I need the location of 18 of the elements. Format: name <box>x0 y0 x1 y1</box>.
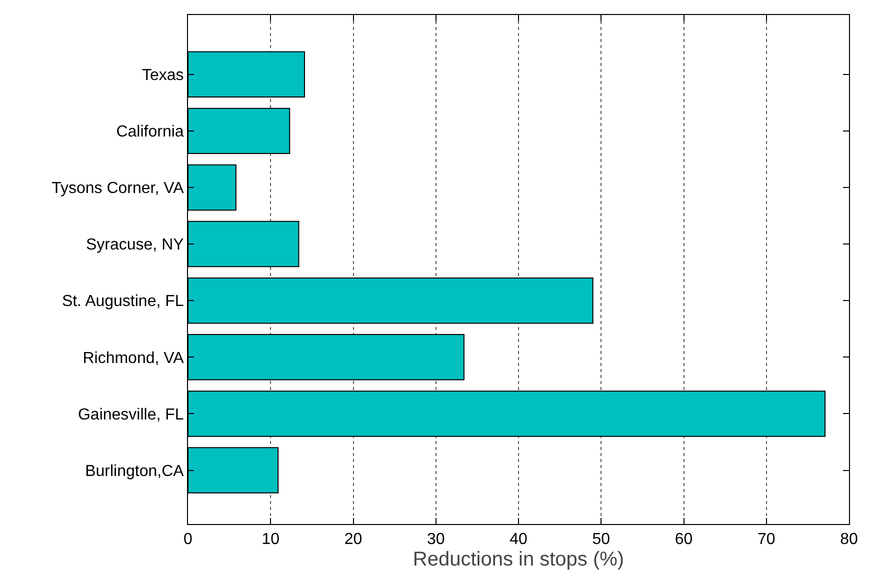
y-tick-label: California <box>116 124 184 141</box>
x-tick-label: 0 <box>184 531 193 548</box>
x-tick-label: 40 <box>510 531 528 548</box>
x-axis-title: Reductions in stops (%) <box>412 548 624 571</box>
x-tick-label: 60 <box>674 531 693 548</box>
y-tick-label: Richmond, VA <box>82 350 184 367</box>
y-tick-label: Gainesville, FL <box>78 406 184 424</box>
x-tick-label: 10 <box>262 531 280 548</box>
y-tick-label: St. Augustine, FL <box>62 293 184 310</box>
x-tick-label: 80 <box>840 531 858 548</box>
y-tick-label: Syracuse, NY <box>86 236 184 254</box>
x-tick-label: 70 <box>757 531 776 548</box>
y-tick-label: Burlington,CA <box>85 462 184 480</box>
y-tick-label: Tysons Corner, VA <box>52 180 184 198</box>
x-tick-label: 30 <box>426 531 445 548</box>
x-tick-label: 50 <box>592 531 610 548</box>
y-tick-label: Texas <box>142 66 184 84</box>
x-tick-label: 20 <box>344 531 362 548</box>
